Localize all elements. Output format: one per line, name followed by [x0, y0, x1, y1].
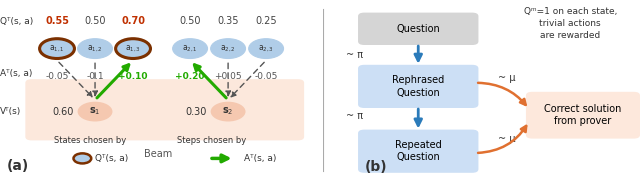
Text: ~ μ: ~ μ: [498, 134, 516, 145]
Text: a$_{1,2}$: a$_{1,2}$: [87, 43, 103, 54]
Text: -0.05: -0.05: [45, 72, 68, 81]
Circle shape: [40, 39, 74, 59]
Text: Qᵀ(s, a): Qᵀ(s, a): [0, 17, 33, 26]
Text: (a): (a): [6, 159, 29, 173]
Text: 0.50: 0.50: [84, 16, 106, 26]
Text: 0.35: 0.35: [218, 16, 239, 26]
FancyBboxPatch shape: [358, 13, 479, 45]
Text: 0.55: 0.55: [45, 16, 69, 26]
Text: (b): (b): [364, 160, 387, 174]
FancyBboxPatch shape: [526, 92, 640, 139]
Text: a$_{1,3}$: a$_{1,3}$: [125, 43, 141, 54]
Text: s$_2$: s$_2$: [222, 106, 234, 118]
Text: 0.30: 0.30: [186, 107, 207, 117]
Text: a$_{2,3}$: a$_{2,3}$: [258, 43, 274, 54]
Text: Qᵀ(s, a): Qᵀ(s, a): [95, 154, 128, 163]
Circle shape: [249, 39, 284, 59]
Text: Aᵀ(s, a): Aᵀ(s, a): [244, 154, 276, 163]
Text: +0.10: +0.10: [118, 72, 148, 81]
Text: Rephrased
Question: Rephrased Question: [392, 75, 444, 98]
Text: Question: Question: [396, 24, 440, 34]
Text: Repeated
Question: Repeated Question: [395, 140, 442, 162]
Circle shape: [74, 153, 92, 163]
Text: Correct solution
from prover: Correct solution from prover: [544, 104, 621, 126]
Text: ~ π: ~ π: [346, 50, 364, 60]
Text: Vᵀ(s): Vᵀ(s): [0, 107, 21, 116]
Circle shape: [173, 39, 207, 59]
Circle shape: [211, 39, 246, 59]
Text: 0.50: 0.50: [179, 16, 201, 26]
Text: Aᵀ(s, a): Aᵀ(s, a): [0, 69, 33, 78]
Text: Qᵐ=1 on each state,
trivial actions
are rewarded: Qᵐ=1 on each state, trivial actions are …: [524, 7, 617, 40]
Circle shape: [116, 39, 150, 59]
Text: 0.60: 0.60: [52, 107, 74, 117]
Text: a$_{2,1}$: a$_{2,1}$: [182, 43, 198, 54]
Text: -0.1: -0.1: [86, 72, 104, 81]
Text: +0.20: +0.20: [175, 72, 205, 81]
FancyBboxPatch shape: [26, 79, 304, 140]
Text: -0.05: -0.05: [255, 72, 278, 81]
Text: a$_{2,2}$: a$_{2,2}$: [220, 43, 236, 54]
Text: ~ μ: ~ μ: [498, 73, 516, 83]
Circle shape: [77, 39, 113, 59]
FancyBboxPatch shape: [358, 65, 479, 108]
Text: 0.70: 0.70: [121, 16, 145, 26]
Text: Beam: Beam: [144, 149, 173, 159]
Text: a$_{1,1}$: a$_{1,1}$: [49, 43, 65, 54]
Text: Steps chosen by: Steps chosen by: [177, 136, 246, 145]
Circle shape: [211, 102, 246, 122]
FancyBboxPatch shape: [358, 130, 479, 173]
Text: States chosen by: States chosen by: [54, 136, 126, 145]
Text: ~ π: ~ π: [346, 111, 364, 121]
Text: s$_1$: s$_1$: [90, 106, 100, 118]
Circle shape: [77, 102, 113, 122]
Text: +0.05: +0.05: [214, 72, 242, 81]
Text: 0.25: 0.25: [255, 16, 277, 26]
